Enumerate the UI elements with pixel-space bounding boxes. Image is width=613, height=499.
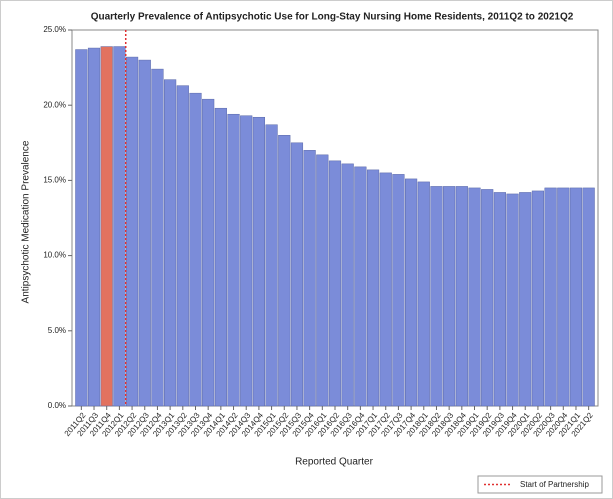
y-tick-label: 20.0% xyxy=(43,100,66,109)
bar xyxy=(531,190,545,407)
bar xyxy=(417,181,430,407)
bar xyxy=(290,142,304,407)
bar xyxy=(265,124,278,407)
y-tick-label: 15.0% xyxy=(43,176,66,185)
bar xyxy=(278,135,291,407)
bar xyxy=(455,186,468,407)
bar xyxy=(443,186,456,407)
bar xyxy=(379,172,392,407)
bar xyxy=(392,174,405,407)
bar xyxy=(341,163,354,407)
bar xyxy=(113,46,126,407)
legend-box xyxy=(477,475,603,494)
bar xyxy=(468,187,481,407)
bar xyxy=(227,113,240,407)
bar xyxy=(240,115,253,407)
legend-label: Start of Partnership xyxy=(520,480,589,489)
x-axis-label: Reported Quarter xyxy=(295,457,373,468)
bar xyxy=(252,116,265,407)
bar xyxy=(405,178,418,407)
bar xyxy=(481,189,494,407)
bar xyxy=(366,169,380,407)
bar xyxy=(354,166,367,407)
bar xyxy=(493,192,506,407)
bar xyxy=(214,107,227,407)
y-tick-label: 10.0% xyxy=(43,251,66,260)
bar xyxy=(202,98,215,407)
y-axis-label: Antipsychotic Medication Prevalence xyxy=(21,140,32,303)
bar xyxy=(506,193,519,407)
bar xyxy=(569,187,583,407)
bar xyxy=(75,49,88,407)
bar xyxy=(151,68,164,407)
bar xyxy=(430,186,443,407)
bar xyxy=(544,187,557,407)
y-tick-label: 0.0% xyxy=(48,401,66,410)
bar xyxy=(582,187,595,407)
y-tick-label: 25.0% xyxy=(43,25,66,34)
bar xyxy=(125,56,139,407)
bar xyxy=(328,160,342,407)
chart-title: Quarterly Prevalence of Antipsychotic Us… xyxy=(91,12,574,23)
bar xyxy=(316,154,329,407)
bar xyxy=(519,192,532,407)
bar xyxy=(164,79,177,407)
bar xyxy=(303,150,316,407)
bar xyxy=(138,59,151,407)
bar xyxy=(87,47,101,407)
y-tick-label: 5.0% xyxy=(48,326,66,335)
bar xyxy=(189,92,202,407)
bar xyxy=(557,187,570,407)
bar xyxy=(176,85,189,407)
bar xyxy=(100,46,113,407)
